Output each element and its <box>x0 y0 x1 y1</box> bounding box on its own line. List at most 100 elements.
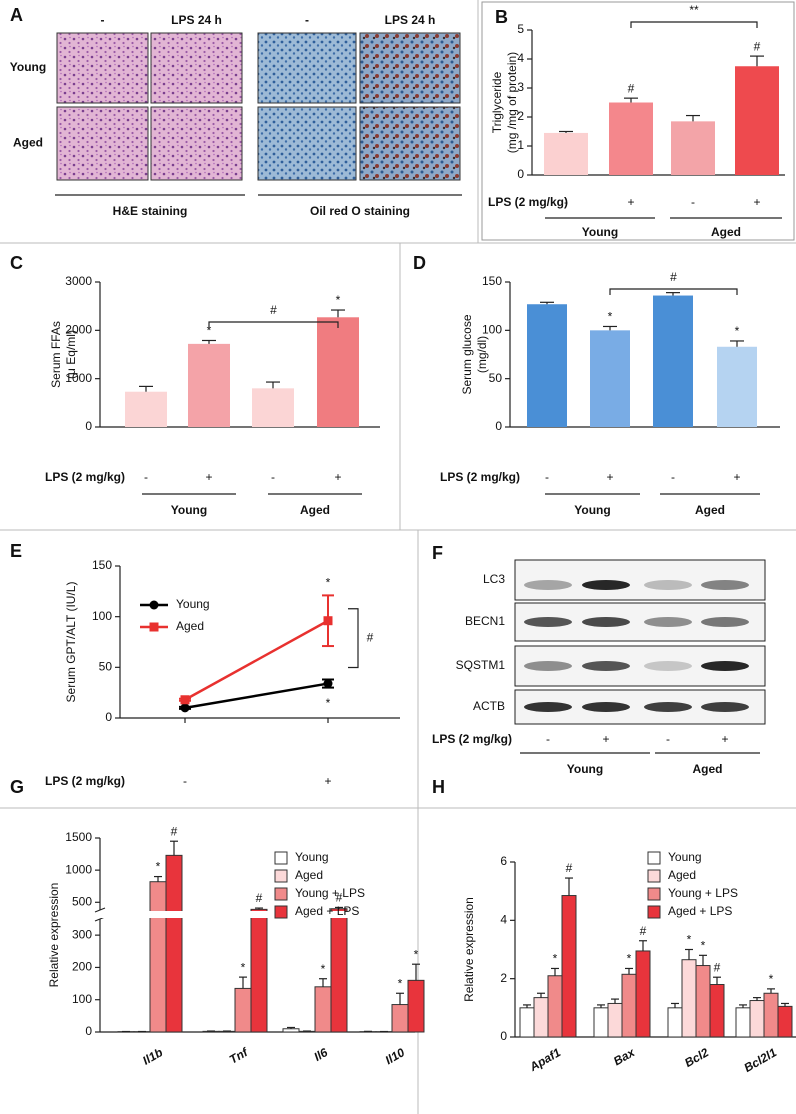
treatment-label: LPS (2 mg/kg) <box>45 470 125 484</box>
blot-band <box>644 617 692 627</box>
y-tick-label: 1000 <box>65 371 92 385</box>
bar <box>544 132 588 175</box>
blot-band <box>701 617 749 627</box>
y-tick-label: 0 <box>85 1024 92 1038</box>
column-header: - <box>305 13 309 27</box>
blot-band <box>644 702 692 712</box>
blot-band <box>524 580 572 590</box>
bar <box>717 346 757 427</box>
bar <box>252 388 294 427</box>
significance-label: * <box>336 293 341 307</box>
x-tick-label: - <box>183 774 187 788</box>
bar <box>314 986 332 1033</box>
treatment-value: - <box>666 732 670 746</box>
significance-label: * <box>326 696 331 710</box>
row-label: Young <box>10 60 46 74</box>
treatment-value: + <box>753 195 760 209</box>
x-tick-label: Bcl2 <box>682 1045 711 1070</box>
group-label: Aged <box>695 503 725 517</box>
bracket-label: # <box>670 270 677 284</box>
y-tick-label: 2000 <box>65 323 92 337</box>
significance-label: * <box>321 962 326 976</box>
treatment-value: + <box>606 470 613 484</box>
legend-label: Young <box>176 597 210 611</box>
panel-letter: E <box>10 541 22 561</box>
bar <box>635 950 651 1038</box>
significance-label: * <box>241 960 246 974</box>
bar <box>527 304 567 427</box>
bar <box>125 391 167 427</box>
bar <box>653 295 693 427</box>
blot-band <box>644 661 692 671</box>
point <box>323 616 333 626</box>
significance-label: # <box>754 39 761 53</box>
group-label: Aged <box>711 225 741 239</box>
band-label: LC3 <box>483 572 505 586</box>
y-tick-label: 500 <box>72 894 92 908</box>
y-tick-label: 200 <box>72 960 92 974</box>
y-axis-label: Relative expression <box>462 897 476 1002</box>
blot-band <box>524 702 572 712</box>
bar <box>667 1007 683 1038</box>
significance-bracket <box>609 288 738 295</box>
bar <box>282 1028 300 1033</box>
y-tick-label: 1000 <box>65 862 92 876</box>
treatment-value: - <box>144 470 148 484</box>
significance-label: * <box>156 860 161 874</box>
series-line <box>184 619 329 701</box>
significance-label: * <box>608 310 613 324</box>
significance-label: * <box>398 976 403 990</box>
y-tick-label: 3 <box>517 80 524 94</box>
bar <box>561 895 577 1038</box>
y-axis-label: (μ Eq/ml) <box>64 330 78 379</box>
bar <box>749 1000 765 1038</box>
significance-label: * <box>687 933 692 947</box>
treatment-value: + <box>733 470 740 484</box>
treatment-label: LPS (2 mg/kg) <box>488 195 568 209</box>
column-header: LPS 24 h <box>385 13 436 27</box>
legend-swatch <box>274 887 288 901</box>
legend-label: Aged <box>668 868 696 882</box>
bar <box>607 1002 623 1038</box>
legend-swatch <box>274 851 288 865</box>
legend-swatch <box>647 869 661 883</box>
legend-marker <box>149 600 159 610</box>
significance-bracket <box>630 21 758 28</box>
group-label: Aged <box>300 503 330 517</box>
y-tick-label: 4 <box>517 51 524 65</box>
bar <box>671 121 715 175</box>
row-label: Aged <box>13 136 43 150</box>
stain-label: Oil red O staining <box>310 204 410 218</box>
significance-label: # <box>256 891 263 905</box>
y-tick-label: 150 <box>482 274 502 288</box>
panel-letter: H <box>432 777 445 797</box>
legend-label: Aged <box>176 619 204 633</box>
significance-label: * <box>627 952 632 966</box>
y-axis-label: Relative expression <box>47 883 61 988</box>
y-tick-label: 100 <box>72 992 92 1006</box>
panel-letter: F <box>432 543 443 563</box>
micrograph <box>257 32 357 104</box>
band-label: BECN1 <box>465 614 505 628</box>
group-label: Young <box>574 503 610 517</box>
x-tick-label: Il10 <box>383 1045 408 1067</box>
y-tick-label: 300 <box>72 927 92 941</box>
blot-band <box>701 702 749 712</box>
micrograph <box>56 32 149 104</box>
treatment-value: + <box>334 470 341 484</box>
legend-label: Young + LPS <box>295 886 365 900</box>
bar <box>188 343 230 427</box>
legend-label: Aged <box>295 868 323 882</box>
treatment-value: - <box>691 195 695 209</box>
x-tick-label: Il6 <box>312 1045 331 1064</box>
bar <box>149 881 167 1033</box>
micrograph <box>150 32 243 104</box>
y-tick-label: 2 <box>500 971 507 985</box>
bar <box>407 979 425 1033</box>
treatment-value: - <box>546 732 550 746</box>
micrograph <box>359 32 461 104</box>
x-tick-label: Il1b <box>140 1045 165 1067</box>
significance-label: * <box>207 324 212 338</box>
bar <box>777 1005 793 1038</box>
